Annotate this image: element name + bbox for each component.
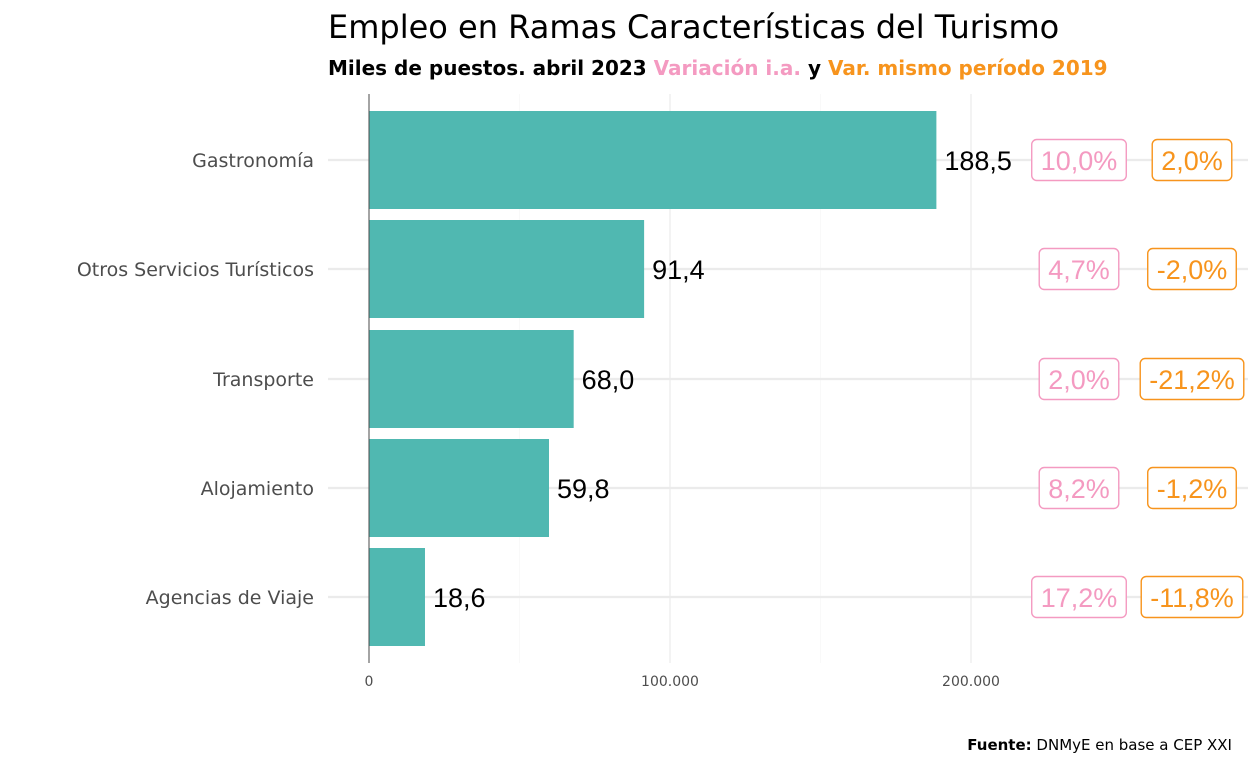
x-tick-label-2: 200.000 [942, 674, 1000, 690]
vs2019-badge-alojamiento-text: -1,2% [1157, 474, 1228, 504]
value-label-transporte: 68,0 [582, 365, 635, 395]
vs2019-badge-transporte-box [1139, 357, 1245, 401]
yoy-badge-transporte-box [1038, 357, 1120, 401]
category-label-transporte: Transporte [212, 369, 314, 391]
bar-transporte [369, 330, 574, 428]
vs2019-badge-agencias-de-viaje-box [1140, 575, 1244, 619]
yoy-badge-agencias-de-viaje-text: 17,2% [1041, 583, 1118, 613]
bar-gastronomia [369, 111, 937, 209]
vs2019-badge-gastronomia-text: 2,0% [1161, 146, 1223, 176]
caption-source-text: DNMyE en base a CEP XXI [1036, 736, 1232, 754]
category-label-alojamiento: Alojamiento [201, 478, 314, 500]
vs2019-badge-agencias-de-viaje-text: -11,8% [1150, 583, 1234, 613]
x-tick-label-1: 100.000 [641, 674, 699, 690]
caption: Fuente: DNMyE en base a CEP XXI [967, 736, 1232, 754]
bar-alojamiento [369, 439, 549, 537]
caption-source-label: Fuente: [967, 736, 1031, 754]
chart-title: Empleo en Ramas Características del Turi… [328, 8, 1059, 46]
plot-area: Gastronomía 188,5 Otros Servicios Turístic… [77, 94, 1248, 690]
yoy-badge-otros-servicios-turisticos-box [1038, 247, 1120, 291]
yoy-badge-gastronomia-text: 10,0% [1041, 146, 1118, 176]
category-label-agencias-de-viaje: Agencias de Viaje [146, 587, 314, 609]
category-label-otros-servicios-turisticos: Otros Servicios Turísticos [77, 259, 314, 281]
yoy-badge-transporte-text: 2,0% [1048, 365, 1110, 395]
value-label-alojamiento: 59,8 [557, 474, 610, 504]
vs2019-badge-alojamiento-box [1147, 466, 1237, 510]
category-label-gastronomia: Gastronomía [192, 150, 314, 172]
yoy-badge-otros-servicios-turisticos-text: 4,7% [1048, 255, 1110, 285]
vs2019-badge-gastronomia-box [1151, 138, 1233, 182]
bar-agencias-de-viaje [369, 548, 425, 646]
value-label-gastronomia: 188,5 [944, 146, 1012, 176]
yoy-badge-alojamiento-box [1038, 466, 1120, 510]
bar-otros-servicios-turisticos [369, 220, 645, 318]
yoy-badge-alojamiento-text: 8,2% [1048, 474, 1110, 504]
yoy-badge-agencias-de-viaje-box [1031, 575, 1127, 619]
subtitle-vs2019-label: Var. mismo período 2019 [828, 56, 1108, 80]
subtitle-main: Miles de puestos. abril 2023 [328, 56, 647, 80]
value-label-otros-servicios-turisticos: 91,4 [652, 255, 705, 285]
x-tick-label-0: 0 [365, 674, 374, 690]
value-label-agencias-de-viaje: 18,6 [433, 583, 486, 613]
subtitle-yoy-label: Variación i.a. [654, 56, 801, 80]
vs2019-badge-otros-servicios-turisticos-text: -2,0% [1157, 255, 1228, 285]
yoy-badge-gastronomia-box [1031, 138, 1127, 182]
vs2019-badge-otros-servicios-turisticos-box [1147, 247, 1237, 291]
vs2019-badge-transporte-text: -21,2% [1149, 365, 1235, 395]
subtitle-joiner: y [808, 56, 821, 80]
chart-subtitle: Miles de puestos. abril 2023 Variación i… [328, 56, 1108, 80]
